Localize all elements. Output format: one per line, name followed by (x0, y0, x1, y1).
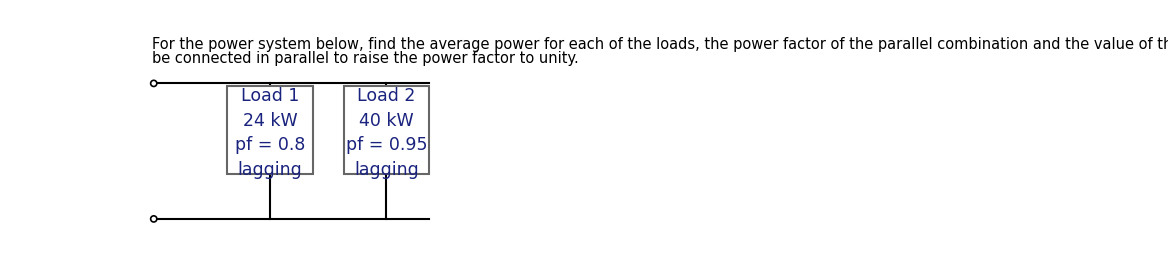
Text: lagging: lagging (237, 161, 303, 179)
Bar (228, 86, 313, 174)
Text: Load 1: Load 1 (241, 87, 299, 105)
Text: 24 kW: 24 kW (243, 112, 298, 130)
Text: pf = 0.95: pf = 0.95 (346, 136, 427, 154)
Text: lagging: lagging (354, 161, 418, 179)
Text: pf = 0.8: pf = 0.8 (235, 136, 305, 154)
Text: Load 2: Load 2 (357, 87, 416, 105)
Text: 40 kW: 40 kW (359, 112, 413, 130)
Text: For the power system below, find the average power for each of the loads, the po: For the power system below, find the ave… (152, 37, 1168, 52)
Bar (343, 86, 429, 174)
Text: be connected in parallel to raise the power factor to unity.: be connected in parallel to raise the po… (152, 51, 579, 66)
